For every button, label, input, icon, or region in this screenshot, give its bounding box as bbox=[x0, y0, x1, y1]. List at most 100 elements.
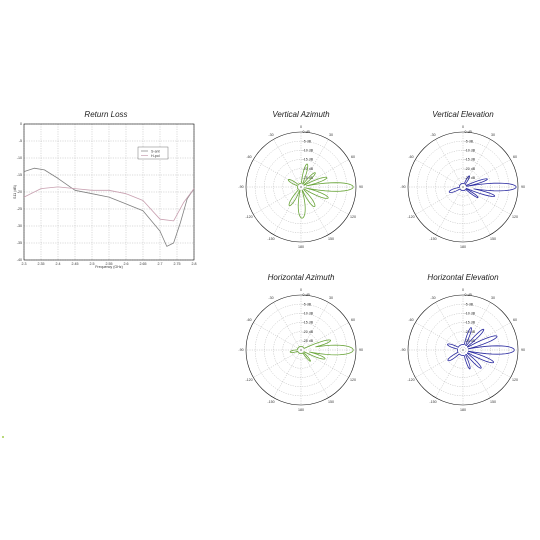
polar-spoke bbox=[253, 186, 302, 215]
angle-label: 120 bbox=[350, 378, 356, 382]
angle-label: -60 bbox=[246, 318, 251, 322]
return-loss-legend: S-ant H-pol bbox=[137, 146, 169, 160]
radial-tick-label: -5 dB bbox=[465, 302, 474, 306]
x-tick-label: 2.7 bbox=[158, 262, 163, 266]
angle-label: 90 bbox=[359, 348, 363, 352]
radial-tick-label: -15 dB bbox=[303, 158, 314, 162]
angle-label: -150 bbox=[267, 237, 274, 241]
polar-spoke bbox=[273, 186, 302, 235]
radial-tick-label: -25 dB bbox=[465, 176, 476, 180]
radial-tick-label: -15 dB bbox=[465, 158, 476, 162]
radial-tick-label: -20 dB bbox=[465, 330, 476, 334]
angle-label: -120 bbox=[407, 378, 414, 382]
polar-spoke bbox=[253, 159, 302, 188]
angle-label: -120 bbox=[245, 215, 252, 219]
y-tick-label: -40 bbox=[17, 258, 22, 262]
polar-spoke bbox=[300, 322, 349, 351]
polar-ring bbox=[444, 168, 482, 206]
polar-spoke bbox=[415, 159, 464, 188]
polar-spoke bbox=[415, 322, 464, 351]
legend-entry-1: S-ant bbox=[151, 149, 160, 153]
angle-label: 150 bbox=[328, 237, 334, 241]
angle-label: -120 bbox=[245, 378, 252, 382]
radial-tick-label: 0 dB bbox=[303, 293, 311, 297]
polar-spoke bbox=[462, 302, 491, 351]
angle-label: 180 bbox=[298, 408, 304, 412]
polar-ring bbox=[282, 168, 320, 206]
angle-label: 30 bbox=[491, 296, 495, 300]
return-loss-title: Return Loss bbox=[84, 110, 127, 119]
polar-spoke bbox=[435, 349, 464, 398]
polar-spoke bbox=[273, 302, 302, 351]
angle-label: -150 bbox=[267, 400, 274, 404]
angle-label: -90 bbox=[238, 348, 243, 352]
polar-spoke bbox=[415, 349, 464, 378]
vertical-azimuth-chart: Vertical Azimuth 0 30 60 90 120 150 180 -150 -12… bbox=[238, 110, 363, 249]
angle-label: -90 bbox=[238, 185, 243, 189]
polar-spoke bbox=[273, 349, 302, 398]
angle-label: 150 bbox=[328, 400, 334, 404]
angle-label: -30 bbox=[430, 296, 435, 300]
angle-label: 30 bbox=[329, 133, 333, 137]
radial-tick-label: -15 dB bbox=[465, 321, 476, 325]
x-tick-label: 2.55 bbox=[106, 262, 113, 266]
horizontal-azimuth-title: Horizontal Azimuth bbox=[268, 273, 335, 282]
polar-spoke bbox=[462, 159, 511, 188]
angle-label: -60 bbox=[408, 155, 413, 159]
angle-label: -120 bbox=[407, 215, 414, 219]
radial-tick-label: -5 dB bbox=[303, 139, 312, 143]
radial-tick-label: -25 dB bbox=[303, 339, 314, 343]
angle-label: 90 bbox=[521, 185, 525, 189]
return-loss-chart: Return Loss 2.3 2.35 2.4 2.45 2.5 2.55 2.6 2.65… bbox=[13, 110, 197, 269]
polar-ring bbox=[291, 340, 311, 360]
polar-spoke bbox=[462, 139, 491, 188]
angle-label: 60 bbox=[513, 318, 517, 322]
polar-ring bbox=[282, 331, 320, 369]
horizontal-azimuth-chart: Horizontal Azimuth 0 30 60 90 120 150 180 -150 -… bbox=[238, 273, 363, 412]
polar-outer-ring bbox=[407, 131, 519, 243]
angle-label: 150 bbox=[490, 400, 496, 404]
x-tick-label: 2.5 bbox=[90, 262, 95, 266]
y-tick-label: -25 bbox=[17, 207, 22, 211]
horizontal-elevation-chart: Horizontal Elevation 0 30 60 90 120 150 180 -15… bbox=[400, 273, 525, 412]
polar-outer-ring bbox=[407, 294, 519, 406]
polar-spoke bbox=[462, 349, 511, 378]
angle-label: -150 bbox=[429, 237, 436, 241]
polar-spoke bbox=[462, 349, 491, 398]
return-loss-grid bbox=[23, 123, 195, 261]
polar-ring bbox=[444, 331, 482, 369]
polar-ring bbox=[453, 340, 473, 360]
series-line-2 bbox=[23, 186, 195, 222]
polar-spoke bbox=[300, 349, 329, 398]
radial-tick-label: -10 dB bbox=[465, 149, 476, 153]
angle-label: 0 bbox=[462, 288, 464, 292]
horizontal-elevation-title: Horizontal Elevation bbox=[427, 273, 499, 282]
polar-spoke bbox=[462, 186, 511, 215]
angle-label: 60 bbox=[351, 318, 355, 322]
radial-tick-label: -10 dB bbox=[303, 149, 314, 153]
x-tick-label: 2.3 bbox=[22, 262, 27, 266]
radial-tick-label: -10 dB bbox=[465, 312, 476, 316]
radial-tick-label: -15 dB bbox=[303, 321, 314, 325]
angle-label: 180 bbox=[298, 245, 304, 249]
radial-tick-label: -20 dB bbox=[465, 167, 476, 171]
angle-label: 180 bbox=[460, 245, 466, 249]
polar-spoke bbox=[435, 186, 464, 235]
polar-spoke bbox=[300, 186, 329, 235]
polar-spoke bbox=[300, 139, 329, 188]
radial-tick-label: -20 dB bbox=[303, 330, 314, 334]
x-tick-label: 2.65 bbox=[140, 262, 147, 266]
return-loss-plot-frame bbox=[23, 123, 195, 261]
x-tick-label: 2.6 bbox=[124, 262, 129, 266]
radiation-pattern-trace bbox=[448, 175, 517, 198]
polar-outer-ring bbox=[245, 294, 357, 406]
return-loss-series bbox=[23, 167, 195, 247]
radial-tick-label: 0 dB bbox=[465, 293, 473, 297]
return-loss-x-tick-labels: 2.3 2.35 2.4 2.45 2.5 2.55 2.6 2.65 2.7 2.75 2.8 bbox=[22, 262, 197, 266]
legend-entry-2: H-pol bbox=[151, 154, 160, 158]
polar-spoke bbox=[253, 349, 302, 378]
angle-label: 30 bbox=[491, 133, 495, 137]
polar-spoke bbox=[300, 349, 349, 378]
angle-label: 90 bbox=[521, 348, 525, 352]
